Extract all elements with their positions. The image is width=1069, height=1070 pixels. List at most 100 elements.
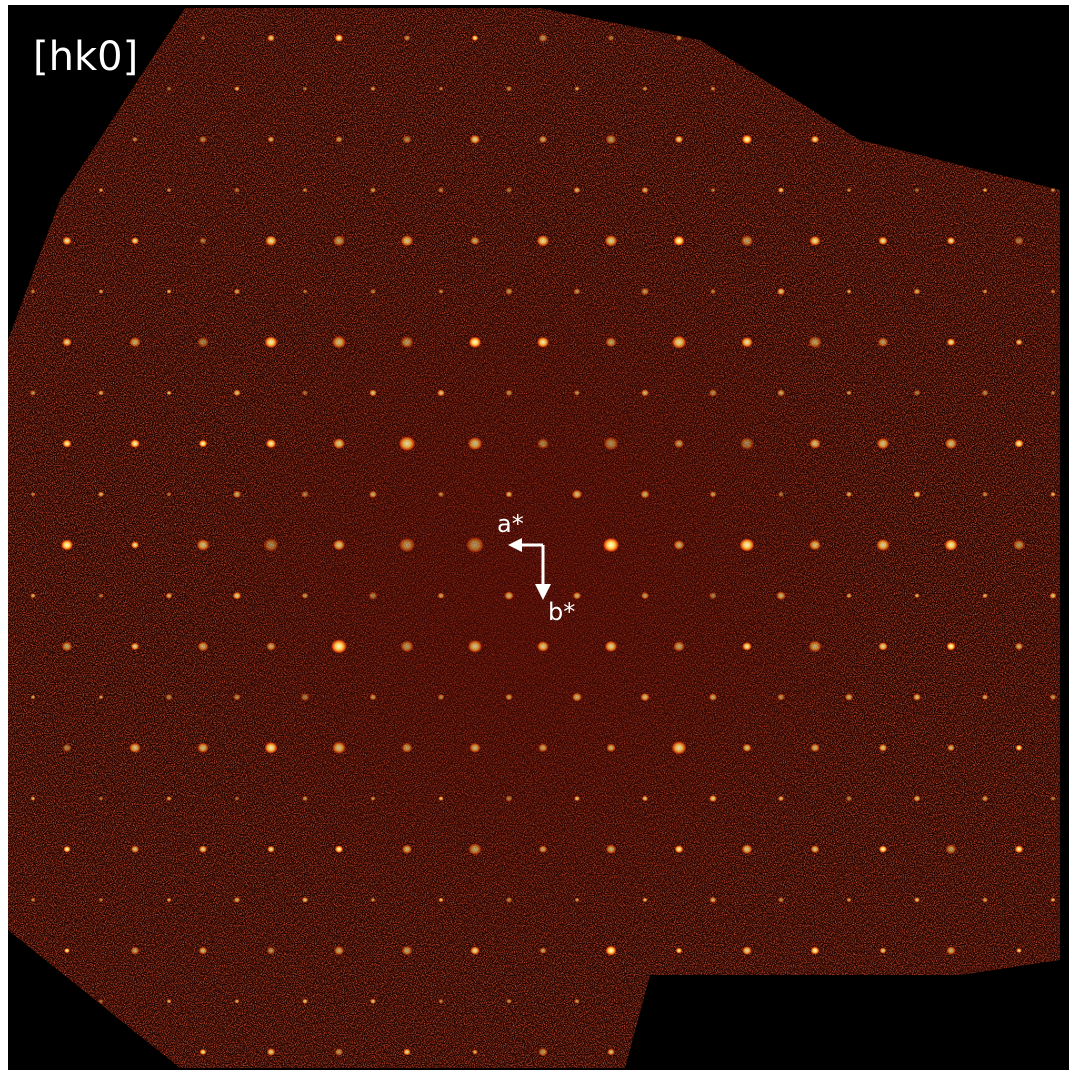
reflection-spot — [233, 490, 242, 498]
reflection-spot — [913, 288, 920, 294]
reflection-spot — [914, 897, 920, 902]
reflection-spot — [1015, 339, 1022, 345]
reflection-spot — [944, 539, 958, 551]
reflection-spot — [675, 136, 684, 144]
reflection-spot — [605, 946, 616, 956]
reflection-spot — [267, 1048, 276, 1056]
reflection-spot — [982, 593, 988, 598]
reflection-spot — [30, 390, 37, 396]
reflection-spot — [131, 845, 139, 853]
reflection-spot — [98, 593, 103, 598]
reflection-spot — [777, 389, 785, 396]
reflection-spot — [470, 236, 480, 245]
reflection-spot — [1051, 391, 1056, 396]
reflection-spot — [62, 439, 71, 447]
reflection-spot — [809, 438, 821, 449]
reflection-spot — [709, 592, 717, 599]
reflection-spot — [197, 742, 209, 753]
reflection-spot — [398, 436, 415, 451]
reflection-spot — [673, 236, 684, 246]
reflection-spot — [572, 693, 582, 702]
reflection-spot — [982, 795, 989, 801]
reflection-spot — [99, 898, 104, 903]
reflection-spot — [234, 897, 241, 903]
reflection-spot — [438, 796, 444, 801]
reflection-spot — [370, 796, 375, 801]
reflection-spot — [131, 541, 139, 548]
reflection-spot — [947, 338, 956, 346]
reflection-spot — [640, 693, 649, 702]
reflection-spot — [335, 34, 344, 42]
reflection-spot — [99, 188, 104, 193]
reflection-spot — [846, 491, 852, 497]
reflection-spot — [368, 592, 377, 600]
reflection-spot — [233, 592, 242, 600]
reflection-spot — [166, 492, 171, 497]
reflection-spot — [606, 844, 617, 854]
reflection-spot — [438, 999, 444, 1004]
reflection-spot — [335, 136, 343, 143]
reflection-spot — [808, 640, 821, 652]
reflection-spot — [537, 641, 549, 652]
reflection-spot — [401, 235, 414, 247]
reflection-spot — [472, 35, 479, 41]
reflection-spot — [539, 845, 548, 853]
reflection-spot — [877, 337, 888, 347]
reflection-spot — [915, 188, 920, 193]
reflection-spot — [199, 237, 207, 244]
reflection-spot — [709, 795, 717, 802]
reflection-spot — [466, 537, 485, 554]
reflection-spot — [742, 642, 752, 651]
reflection-spot — [505, 390, 512, 397]
zone-label: [hk0] — [33, 34, 138, 80]
reflection-spot — [539, 135, 548, 143]
reflection-spot — [809, 236, 820, 246]
reflection-spot — [606, 744, 616, 753]
reflection-spot — [469, 743, 480, 753]
reflection-spot — [709, 389, 718, 397]
reflection-spot — [438, 187, 445, 193]
reflection-spot — [876, 438, 889, 450]
reflection-spot — [777, 288, 785, 295]
reflection-spot — [438, 289, 444, 294]
reflection-spot — [709, 693, 717, 701]
reflection-spot — [608, 35, 615, 41]
reflection-spot — [132, 137, 138, 142]
reflection-spot — [167, 188, 172, 193]
reflection-spot — [1050, 492, 1056, 497]
reflection-spot — [947, 237, 956, 245]
reflection-spot — [302, 390, 308, 396]
reflection-spot — [404, 35, 411, 41]
reflection-spot — [1016, 948, 1022, 953]
reflection-spot — [403, 1048, 411, 1055]
reflection-spot — [605, 134, 616, 144]
reflection-spot — [399, 538, 415, 553]
reflection-spot — [62, 338, 72, 347]
reflection-spot — [876, 539, 890, 551]
reflection-spot — [438, 897, 443, 902]
reflection-spot — [605, 337, 616, 347]
reflection-spot — [878, 642, 888, 651]
reflection-spot — [199, 845, 208, 853]
reflection-spot — [505, 491, 512, 497]
reflection-spot — [604, 235, 617, 247]
reflection-spot — [847, 188, 852, 193]
reflection-spot — [946, 642, 955, 650]
reflection-spot — [982, 897, 988, 902]
reflection-spot — [437, 592, 444, 598]
reflection-spot — [603, 537, 620, 552]
reflection-spot — [401, 946, 412, 956]
reflection-spot — [1015, 745, 1022, 751]
reflection-spot — [981, 390, 988, 396]
reflection-spot — [30, 593, 36, 598]
reflection-spot — [196, 539, 209, 551]
reflection-spot — [810, 743, 820, 752]
reflection-spot — [331, 639, 347, 654]
reflection-spot — [167, 391, 172, 396]
reflection-spot — [1013, 540, 1025, 551]
reflection-spot — [642, 898, 647, 903]
reflection-spot — [370, 187, 376, 193]
reflection-spot — [913, 491, 921, 498]
reflection-spot — [1050, 796, 1055, 801]
reflection-spot — [370, 999, 376, 1004]
